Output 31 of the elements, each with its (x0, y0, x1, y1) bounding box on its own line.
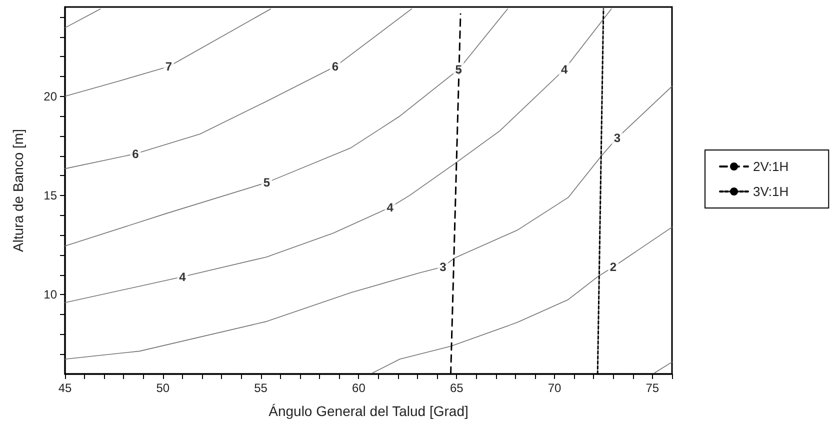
legend-label: 2V:1H (753, 159, 789, 174)
annotation: 4 (179, 270, 186, 284)
annotation: 4 (560, 62, 568, 76)
x-tick-label: 60 (352, 381, 366, 395)
x-tick-label: 55 (254, 381, 268, 395)
annotation: 3 (440, 260, 447, 274)
y-tick-label: 10 (44, 288, 58, 302)
annotation: 6 (132, 146, 140, 161)
annotation: 4 (386, 200, 394, 214)
line-series (64, 86, 672, 360)
y-tick-label: 20 (44, 89, 58, 104)
y-tick-label: 15 (44, 188, 58, 202)
annotation: 5 (455, 62, 462, 76)
annotation: 3 (614, 130, 621, 145)
annotation: 7 (165, 60, 172, 74)
x-tick-label: 70 (548, 381, 562, 395)
annotation: 6 (332, 60, 339, 74)
annotation: 2 (610, 260, 617, 274)
x-tick-label: 45 (58, 381, 72, 395)
x-tick-label: 75 (646, 381, 660, 395)
line-series (64, 8, 271, 97)
legend-label: 3V:1H (753, 184, 789, 199)
line-series (64, 8, 412, 170)
y-axis-title: Altura de Banco [m] (10, 129, 26, 252)
line-series (64, 8, 612, 303)
annotation: 5 (263, 176, 270, 190)
line-series (372, 226, 672, 374)
line-series (64, 8, 508, 246)
x-tick-label: 65 (450, 381, 464, 395)
x-axis-title: Ángulo General del Talud [Grad] (268, 403, 468, 419)
x-tick-label: 50 (156, 381, 170, 395)
